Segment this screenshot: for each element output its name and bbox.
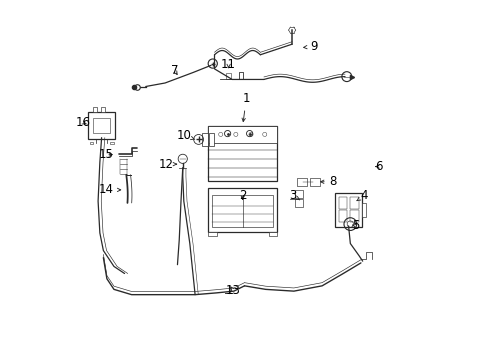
Bar [335,193,361,227]
Text: 2: 2 [239,189,246,202]
Bar [88,112,115,139]
Bar [294,199,303,207]
Bar [349,197,358,209]
Text: 4: 4 [356,189,367,202]
Bar [93,118,110,133]
Text: 6: 6 [374,160,382,173]
Bar [101,107,105,112]
Bar [208,188,277,232]
Bar [208,126,277,181]
Text: 9: 9 [303,40,317,53]
Bar [212,195,272,227]
Bar [208,133,214,146]
Text: 16: 16 [76,116,91,129]
Bar [338,210,346,222]
Text: 12: 12 [158,158,176,171]
Text: 13: 13 [225,284,240,297]
Text: 15: 15 [99,148,113,161]
Text: 1: 1 [242,93,249,122]
Text: 14: 14 [99,183,121,196]
Bar [93,107,97,112]
Bar [110,142,113,144]
Text: 5: 5 [351,219,359,232]
Bar [338,197,346,209]
Bar [297,177,306,186]
Text: 7: 7 [170,64,178,77]
Bar [294,190,303,198]
Bar [349,210,358,222]
Bar [89,142,93,144]
Bar [268,232,277,237]
Bar [361,203,365,217]
Bar [225,73,231,79]
Text: 3: 3 [289,189,299,202]
Text: 8: 8 [320,175,336,188]
Text: 10: 10 [177,129,194,143]
Bar [208,126,277,143]
Bar [309,177,319,186]
Text: 11: 11 [221,58,236,71]
Bar [208,232,216,237]
Bar [202,133,207,146]
